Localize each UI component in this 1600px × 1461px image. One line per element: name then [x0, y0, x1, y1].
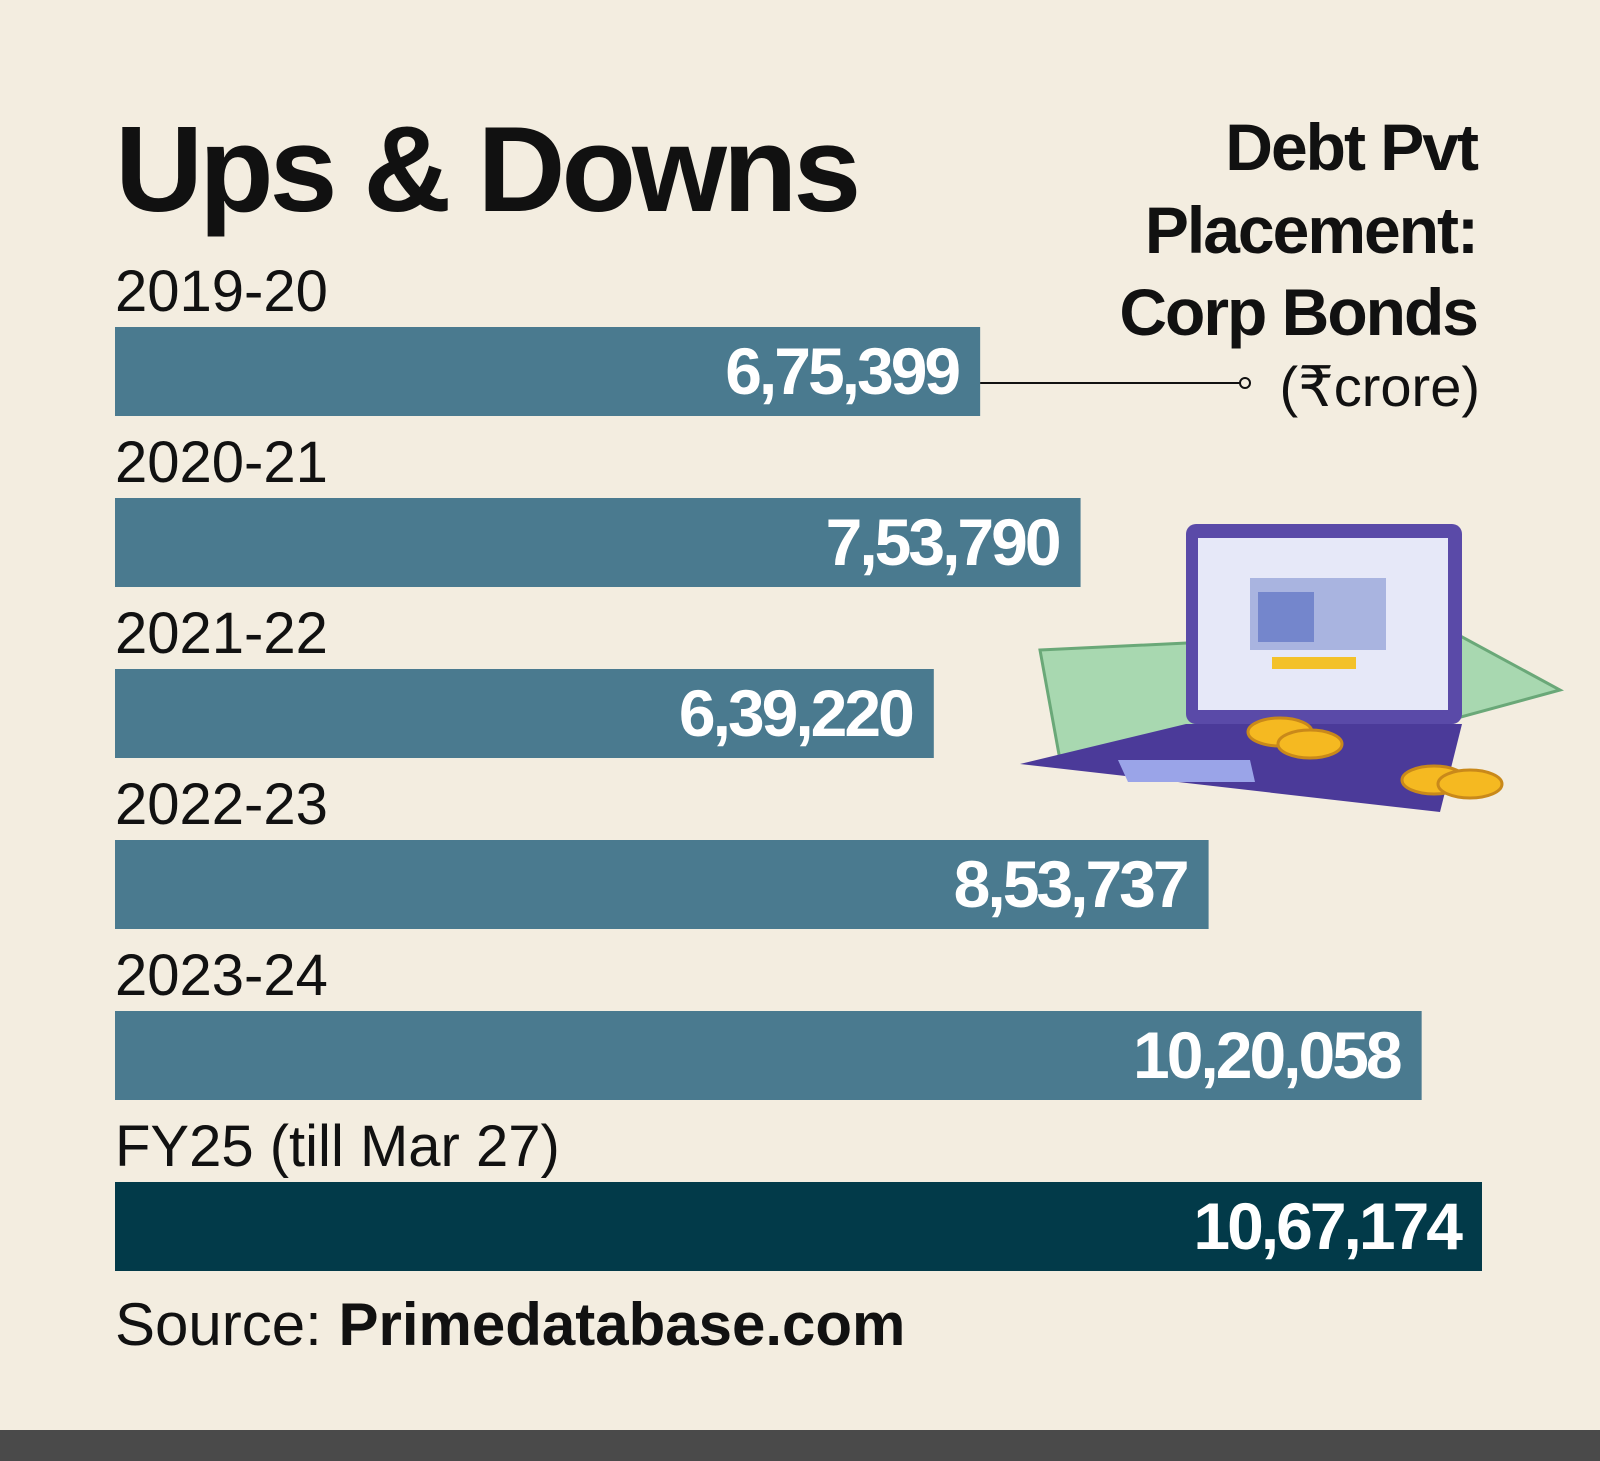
source-name: Primedatabase.com [338, 1291, 905, 1358]
category-label: 2023-24 [115, 943, 328, 1008]
bar [115, 1011, 1422, 1100]
bar [115, 1182, 1482, 1271]
category-label: 2019-20 [115, 259, 328, 324]
category-label: 2022-23 [115, 772, 328, 837]
source-label: Source: Primedatabase.com [115, 1291, 905, 1358]
connector-dot [1239, 377, 1251, 389]
value-label: 10,67,174 [1193, 1189, 1463, 1263]
value-label: 7,53,790 [826, 505, 1059, 579]
bar [115, 840, 1209, 929]
subtitle-line: Corp Bonds [1119, 275, 1477, 349]
value-label: 6,39,220 [679, 676, 912, 750]
subtitle-line: Debt Pvt [1225, 110, 1479, 184]
subtitle-line: Placement: [1145, 193, 1477, 267]
bar [115, 669, 934, 758]
value-label: 10,20,058 [1133, 1018, 1401, 1092]
bar [115, 327, 981, 416]
category-label: FY25 (till Mar 27) [115, 1114, 560, 1179]
laptop-illustration [1020, 524, 1565, 812]
value-label: 8,53,737 [954, 847, 1187, 921]
category-label: 2021-22 [115, 601, 328, 666]
source-prefix: Source: [115, 1291, 322, 1358]
bar [115, 498, 1081, 587]
value-label: 6,75,399 [725, 334, 959, 408]
unit-label: (₹crore) [1279, 355, 1480, 418]
category-label: 2020-21 [115, 430, 328, 495]
chart-title: Ups & Downs [115, 101, 857, 237]
bottom-strip [0, 1430, 1600, 1461]
